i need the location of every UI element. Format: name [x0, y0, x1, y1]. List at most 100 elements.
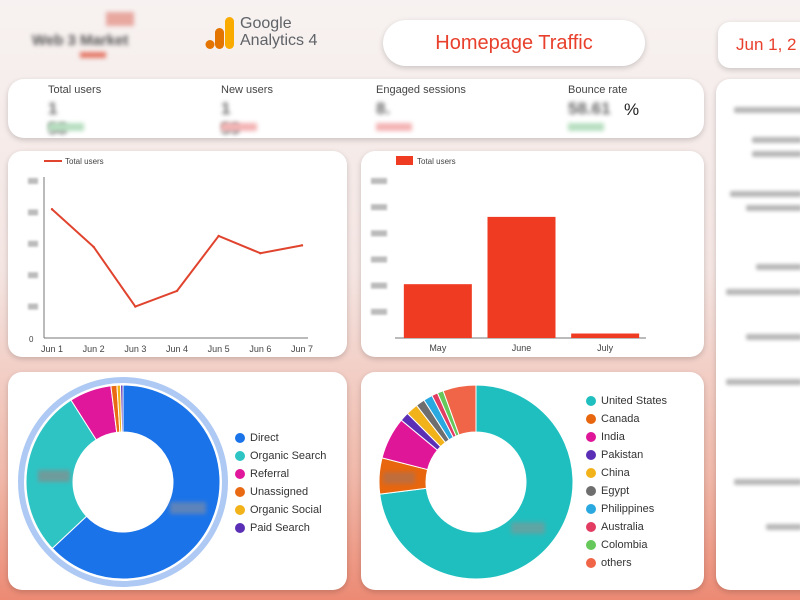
legend-item[interactable]: Paid Search: [235, 519, 326, 537]
date-range-label: Jun 1, 2: [736, 35, 797, 54]
line-chart-card: Total users 0 Jun 1 Jun 2 Jun 3 Jun 4 Jun 5 Jun…: [8, 151, 347, 357]
y-tick-label-redacted: [371, 204, 387, 211]
kpi-unit: %: [624, 100, 640, 119]
legend-color-dot: [235, 451, 245, 461]
legend-label: Organic Search: [250, 450, 327, 462]
bar-may: [403, 284, 472, 338]
kpi-value: 1 58: [48, 99, 67, 138]
legend-item[interactable]: Pakistan: [586, 446, 667, 464]
legend-item[interactable]: Organic Search: [235, 447, 326, 465]
donut-slice-others: [442, 384, 477, 436]
side-table-text: [734, 107, 800, 113]
channel-legend: Direct Organic Search Referral Unassigned Or…: [235, 429, 326, 537]
legend-color-dot: [586, 486, 596, 496]
brand-logo: Web 3 Market: [28, 8, 158, 58]
legend-color-dot: [586, 468, 596, 478]
y-tick-label-redacted: [371, 230, 387, 237]
brand-name: Web 3 Market: [32, 32, 129, 49]
legend-label: United States: [601, 395, 668, 407]
legend-color-dot: [586, 432, 596, 442]
legend-label: Canada: [601, 413, 640, 425]
y-tick-label-redacted: [371, 178, 387, 184]
legend-item[interactable]: Organic Social: [235, 501, 326, 519]
channel-donut-card: Direct Organic Search Referral Unassigned Or…: [8, 372, 347, 590]
legend-color-dot: [235, 469, 245, 479]
data-point: [92, 245, 95, 249]
slice-label-redacted: [170, 502, 206, 514]
data-point: [259, 252, 262, 255]
legend-item[interactable]: Philippines: [586, 500, 667, 518]
kpi-change-badge: [48, 123, 84, 131]
side-table-panel: [716, 79, 800, 590]
data-point: [175, 289, 179, 293]
legend-label: India: [601, 431, 625, 443]
brand-logo-underline: [80, 52, 106, 58]
y-tick-label-redacted: [28, 303, 38, 310]
data-point: [50, 208, 54, 211]
donut-highlight-ring: [18, 377, 228, 587]
kpi-change-badge: [376, 123, 412, 131]
x-tick-label: Jun 1: [41, 344, 63, 354]
kpi-label: Engaged sessions: [376, 84, 466, 96]
legend-item[interactable]: Referral: [235, 465, 326, 483]
legend-item[interactable]: China: [586, 464, 667, 482]
google-analytics-icon: [205, 17, 234, 49]
kpi-change-badge: [221, 123, 257, 131]
legend-item[interactable]: Canada: [586, 410, 667, 428]
side-table-text: [734, 479, 800, 485]
bar-july: [571, 333, 640, 338]
side-table-text: [726, 289, 800, 295]
side-table-text: [730, 191, 800, 197]
legend-item[interactable]: Australia: [586, 518, 667, 536]
legend-color-dot: [235, 433, 245, 443]
legend-item[interactable]: Unassigned: [235, 483, 326, 501]
legend-label: Australia: [601, 521, 644, 533]
brand-logo-mark: [106, 12, 134, 26]
legend-label: others: [601, 557, 632, 569]
bar-june: [487, 216, 556, 338]
legend-label: China: [601, 467, 630, 479]
legend-label: Paid Search: [250, 522, 310, 534]
side-table-text: [726, 379, 800, 385]
legend-color-dot: [586, 450, 596, 460]
google-analytics-wordmark: Google Analytics 4: [240, 15, 317, 49]
report-title-card: Homepage Traffic: [383, 20, 645, 66]
country-donut-card: United States Canada India Pakistan China Egy…: [361, 372, 704, 590]
y-tick-label-redacted: [28, 209, 38, 216]
y-tick-label-redacted: [28, 240, 38, 247]
legend-label: Organic Social: [250, 504, 322, 516]
donut-slice-direct: [51, 384, 221, 580]
slice-label-redacted: [38, 470, 70, 482]
legend-label: Philippines: [601, 503, 655, 515]
legend-item[interactable]: others: [586, 554, 667, 572]
legend-item[interactable]: Egypt: [586, 482, 667, 500]
legend-label: Colombia: [601, 539, 648, 551]
side-table-text: [766, 524, 800, 530]
side-table-text: [756, 264, 800, 270]
legend-label: Unassigned: [250, 486, 309, 498]
channel-donut-chart: [18, 377, 228, 587]
kpi-value: 58.61: [568, 99, 611, 118]
country-legend: United States Canada India Pakistan China Egy…: [586, 392, 667, 572]
legend-item[interactable]: India: [586, 428, 667, 446]
side-table-text: [746, 205, 800, 211]
x-tick-label: Jun 6: [249, 344, 271, 354]
kpi-label: Total users: [48, 84, 102, 96]
legend-color-dot: [235, 487, 245, 497]
legend-item[interactable]: United States: [586, 392, 667, 410]
y-tick-label-redacted: [28, 272, 38, 279]
kpi-scorecard-bar: Total users 1 58 New users 1 59 Engaged …: [8, 79, 704, 138]
side-table-text: [752, 137, 800, 143]
legend-label: Pakistan: [601, 449, 644, 461]
x-tick-label: Jun 4: [166, 344, 188, 354]
report-title: Homepage Traffic: [435, 32, 593, 54]
legend-label: Direct: [250, 432, 279, 444]
kpi-change-badge: [568, 123, 604, 131]
legend-label: Egypt: [601, 485, 630, 497]
legend-item[interactable]: Colombia: [586, 536, 667, 554]
legend-item[interactable]: Direct: [235, 429, 326, 447]
legend-color-dot: [586, 558, 596, 568]
date-range-picker[interactable]: Jun 1, 2: [718, 22, 800, 68]
ga-text-line1: Google: [240, 15, 292, 32]
x-tick-label: Jun 2: [83, 344, 105, 354]
